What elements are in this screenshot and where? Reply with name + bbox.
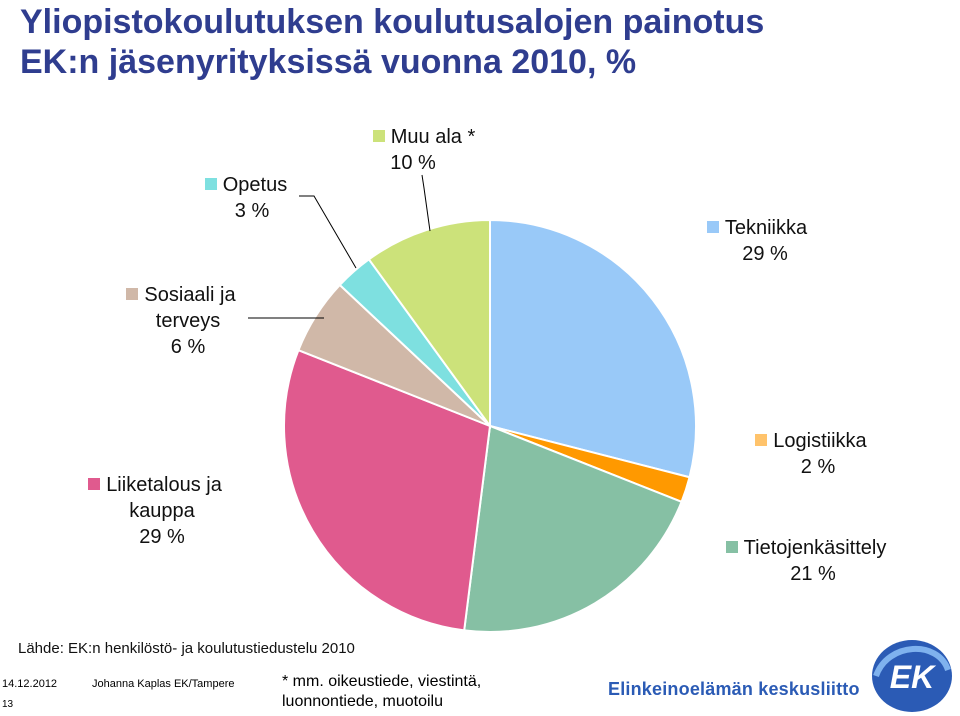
label-logistiikka: Logistiikka 2 % [746, 428, 876, 480]
label-tekniikka: Tekniikka 29 % [700, 215, 814, 267]
legend-swatch-liiketalous [88, 478, 101, 490]
footnote-line-2: luonnontiede, muotoilu [282, 693, 444, 710]
label-opetus: Opetus 3 % [198, 172, 294, 224]
pie-slice-liiketalous-ja-kauppa [283, 348, 492, 632]
brand-name: Elinkeinoelämän keskusliitto [608, 679, 860, 699]
legend-swatch-muu [372, 130, 385, 142]
footnote: * mm. oikeustiede, viestintä, luonnontie… [282, 672, 481, 712]
chart-title: Yliopistokoulutuksen koulutusalojen pain… [20, 2, 764, 82]
legend-swatch-logistiikka [755, 434, 768, 446]
pie-slice-muu-ala [367, 218, 491, 430]
source-note: Lähde: EK:n henkilöstö- ja koulutustiedu… [18, 640, 355, 657]
label-liiketalous: Liiketalous ja kauppa 29 % [80, 472, 230, 550]
legend-swatch-sosiaali [126, 288, 139, 300]
footer-date: 14.12.2012 [2, 678, 58, 690]
label-muu: Muu ala * 10 % [364, 124, 484, 176]
title-line-2: EK:n jäsenyrityksissä vuonna 2010, % [20, 43, 637, 81]
title-line-1: Yliopistokoulutuksen koulutusalojen pain… [20, 3, 765, 41]
leader-line-muu [421, 174, 431, 232]
footnote-line-1: * mm. oikeustiede, viestintä, [282, 673, 482, 690]
pie-slice-tekniikka [489, 218, 697, 479]
footer-author: Johanna Kaplas EK/Tampere [92, 678, 235, 690]
ek-logo-text: EK [890, 659, 937, 695]
label-tietojenkasittely: Tietojenkäsittely 21 % [714, 535, 898, 587]
legend-swatch-tietojenkasittely [725, 541, 738, 553]
label-sosiaali: Sosiaali ja terveys 6 % [116, 282, 246, 360]
legend-swatch-tekniikka [706, 221, 719, 233]
leader-line-opetus [299, 195, 357, 269]
ek-logo: EK [872, 640, 952, 712]
pie-slice-tietojenkäsittely [463, 424, 683, 633]
page-number: 13 [2, 699, 14, 710]
legend-swatch-opetus [204, 178, 217, 190]
